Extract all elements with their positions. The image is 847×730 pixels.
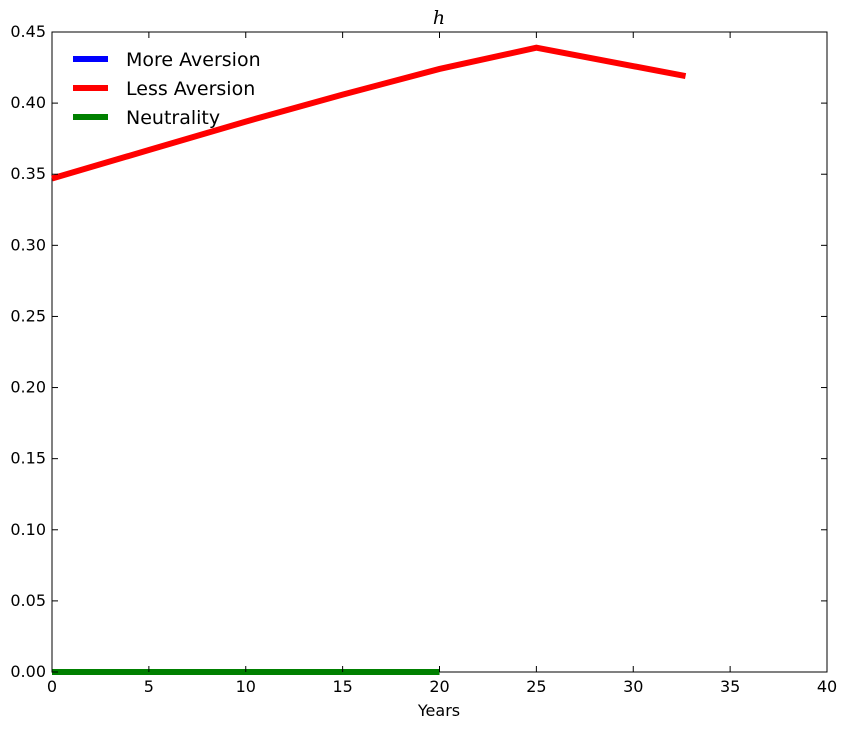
plot-area [51, 31, 828, 675]
x-tick-label: 0 [47, 677, 57, 696]
y-axis: 0.00 0.05 0.10 0.15 0.20 0.25 0.30 0.35 0.40 0.45 [10, 22, 827, 681]
y-tick-label: 0.00 [10, 662, 46, 681]
legend-label-more-aversion: More Aversion [126, 49, 261, 71]
x-axis-title: Years [417, 701, 460, 720]
x-tick-label: 15 [332, 677, 352, 696]
legend: More Aversion Less Aversion Neutrality [73, 49, 261, 129]
series-line-less-aversion [51, 44, 687, 182]
y-tick-label: 0.20 [10, 378, 46, 397]
x-tick-label: 25 [526, 677, 546, 696]
x-axis: 0 5 10 15 20 25 30 35 40 [47, 32, 837, 696]
y-tick-label: 0.25 [10, 306, 46, 325]
x-tick-label: 30 [623, 677, 643, 696]
y-tick-label: 0.35 [10, 164, 46, 183]
y-tick-label: 0.40 [10, 93, 46, 112]
x-tick-label: 35 [720, 677, 740, 696]
legend-label-neutrality: Neutrality [126, 107, 220, 129]
x-tick-label: 40 [817, 677, 837, 696]
y-tick-label: 0.30 [10, 235, 46, 254]
x-tick-label: 5 [144, 677, 154, 696]
legend-label-less-aversion: Less Aversion [126, 78, 255, 100]
y-tick-label: 0.15 [10, 449, 46, 468]
x-tick-label: 10 [236, 677, 256, 696]
chart-title: h [433, 7, 445, 29]
x-tick-label: 20 [429, 677, 449, 696]
y-tick-label: 0.45 [10, 22, 46, 41]
y-tick-label: 0.10 [10, 520, 46, 539]
y-tick-label: 0.05 [10, 591, 46, 610]
